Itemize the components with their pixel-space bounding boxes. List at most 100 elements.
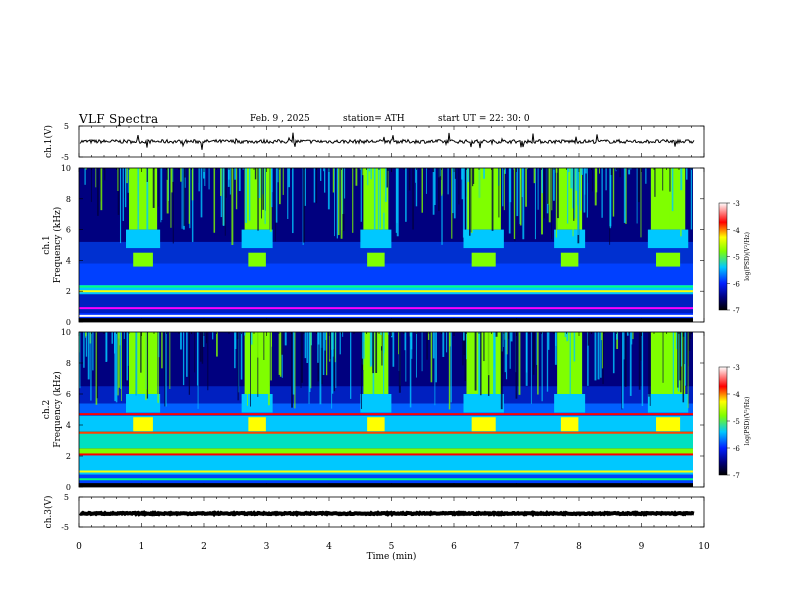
spectral-streak bbox=[360, 168, 362, 222]
spectral-streak bbox=[79, 332, 81, 389]
spectral-streak bbox=[87, 332, 90, 380]
spectral-streak bbox=[442, 332, 445, 357]
spectral-streak bbox=[222, 168, 225, 226]
spectral-streak bbox=[372, 332, 375, 374]
spectral-streak bbox=[339, 332, 341, 355]
spectral-streak bbox=[228, 168, 230, 180]
spectral-streak bbox=[434, 168, 436, 206]
spectral-streak bbox=[255, 332, 257, 364]
spectral-streak bbox=[368, 168, 371, 172]
spectral-streak bbox=[559, 332, 561, 375]
spectral-streak bbox=[157, 332, 159, 403]
spectral-streak bbox=[327, 168, 330, 210]
colorbar-tick-label: -7 bbox=[733, 307, 740, 315]
spectral-streak bbox=[621, 332, 624, 409]
spectral-streak bbox=[541, 168, 543, 235]
spectral-streak bbox=[601, 332, 603, 341]
spectral-streak bbox=[439, 168, 441, 177]
spectral-streak bbox=[375, 332, 378, 373]
spectral-streak bbox=[326, 332, 328, 376]
burst-band-4k bbox=[367, 252, 385, 267]
spectral-streak bbox=[398, 332, 401, 393]
spectral-streak bbox=[333, 332, 336, 392]
y-tick-label: -5 bbox=[61, 153, 69, 162]
spectral-streak bbox=[361, 332, 363, 409]
spectral-streak bbox=[554, 332, 557, 365]
spectral-streak bbox=[313, 168, 316, 203]
spectral-streak bbox=[619, 168, 621, 178]
spectral-streak bbox=[164, 332, 166, 407]
spectral-streak bbox=[260, 168, 262, 219]
spectral-streak bbox=[232, 168, 235, 169]
spectral-streak bbox=[575, 168, 578, 191]
spectral-streak bbox=[501, 332, 503, 352]
spectral-streak bbox=[391, 332, 393, 338]
spectral-streak bbox=[440, 168, 442, 180]
spectral-streak bbox=[97, 168, 99, 216]
spectral-streak bbox=[665, 332, 668, 390]
spectral-streak bbox=[502, 332, 504, 347]
spectral-streak bbox=[626, 332, 629, 336]
spectral-streak bbox=[676, 168, 679, 221]
burst-high bbox=[244, 168, 270, 230]
spectral-streak bbox=[587, 332, 589, 386]
spectral-streak bbox=[149, 168, 151, 170]
spectral-streak bbox=[532, 332, 535, 375]
spectral-streak bbox=[405, 332, 407, 382]
spectral-streak bbox=[208, 168, 210, 190]
spectral-floor bbox=[79, 318, 693, 322]
spectral-streak bbox=[461, 168, 464, 200]
y-tick-label: -5 bbox=[61, 523, 69, 532]
spectral-streak bbox=[200, 168, 203, 218]
y-tick-label: 8 bbox=[66, 195, 71, 204]
spectral-streak bbox=[274, 168, 276, 242]
spectral-streak bbox=[415, 168, 418, 207]
spectral-line bbox=[79, 413, 693, 416]
spectral-streak bbox=[269, 168, 272, 232]
spectral-streak bbox=[119, 168, 122, 244]
spectral-streak bbox=[609, 168, 612, 227]
burst-high bbox=[129, 332, 158, 394]
spectral-streak bbox=[292, 168, 294, 234]
spectral-streak bbox=[684, 332, 687, 386]
spectral-streak bbox=[380, 332, 382, 336]
spectral-streak bbox=[90, 168, 92, 202]
spectral-streak bbox=[161, 168, 163, 221]
spectral-streak bbox=[690, 168, 693, 230]
spectral-streak bbox=[96, 332, 99, 399]
spectral-streak bbox=[322, 332, 325, 376]
burst-band-4k bbox=[560, 417, 579, 432]
spectral-streak bbox=[454, 168, 457, 179]
spectral-streak bbox=[169, 332, 171, 390]
spectral-streak bbox=[398, 332, 399, 355]
burst-mid bbox=[241, 229, 273, 249]
spectral-streak bbox=[250, 332, 251, 407]
spectral-streak bbox=[447, 168, 449, 195]
spectral-streak bbox=[411, 332, 413, 359]
spectral-streak bbox=[581, 168, 584, 175]
spectral-streak bbox=[172, 168, 174, 244]
spectral-streak bbox=[316, 168, 318, 204]
spectral-streak bbox=[551, 168, 553, 211]
x-tick-label: 5 bbox=[389, 542, 395, 552]
spectral-streak bbox=[519, 168, 522, 226]
spectral-streak bbox=[412, 168, 414, 230]
spectral-streak bbox=[504, 168, 506, 174]
spectral-streak bbox=[186, 332, 188, 377]
spectral-streak bbox=[287, 168, 289, 219]
spectral-streak bbox=[677, 332, 679, 388]
spectral-streak bbox=[680, 168, 682, 237]
y-tick-label: 4 bbox=[66, 256, 71, 265]
spectral-streak bbox=[498, 168, 500, 218]
y-tick-label: 8 bbox=[66, 359, 71, 368]
spectral-streak bbox=[462, 332, 465, 341]
spectral-streak bbox=[118, 332, 120, 339]
spectral-streak bbox=[204, 168, 206, 186]
spectral-streak bbox=[124, 168, 126, 198]
spectral-streak bbox=[628, 168, 631, 175]
spectral-streak bbox=[435, 332, 437, 383]
spectral-streak bbox=[182, 332, 185, 386]
burst-band-4k bbox=[248, 417, 266, 432]
spectral-streak bbox=[408, 168, 411, 191]
